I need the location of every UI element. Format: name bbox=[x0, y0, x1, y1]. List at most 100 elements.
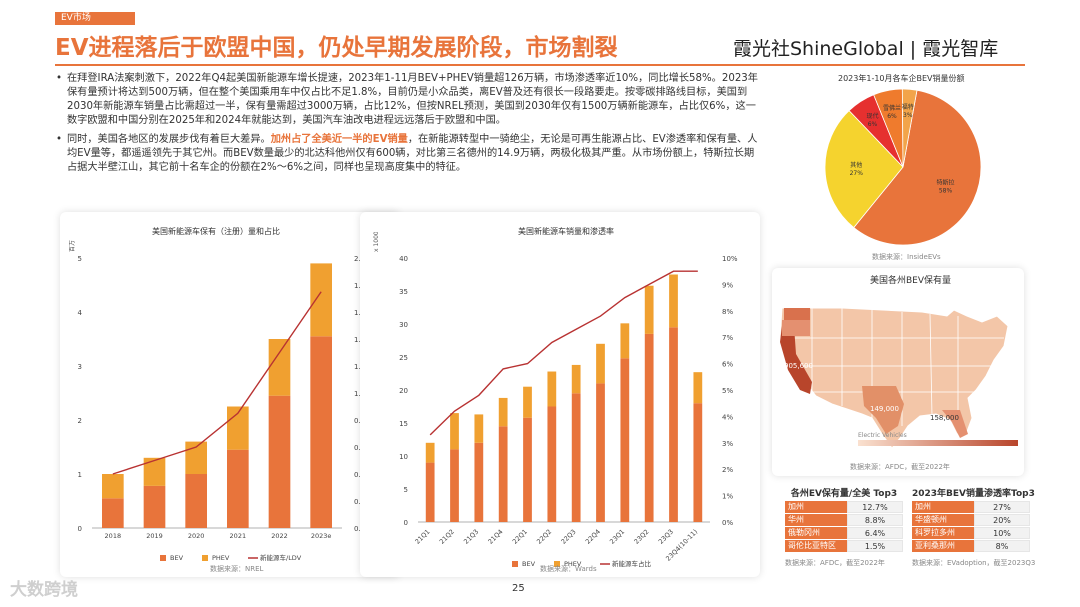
y-tick-label: 1 bbox=[78, 471, 82, 479]
bar-bev bbox=[571, 393, 581, 522]
table-row: 科罗拉多州 10% bbox=[912, 527, 1032, 539]
y2-tick-label: 0% bbox=[722, 519, 733, 527]
bar-phev bbox=[268, 339, 291, 396]
bar-phev bbox=[693, 372, 703, 404]
x-tick-label: 23Q1 bbox=[608, 528, 626, 546]
pie-source: 数据来源：InsideEVs bbox=[872, 253, 941, 261]
x-tick-label: 21Q3 bbox=[462, 528, 480, 546]
bar-phev bbox=[474, 414, 484, 443]
y2-tick-label: 6% bbox=[722, 361, 733, 369]
table-row: 哥伦比亚特区 1.5% bbox=[785, 540, 903, 552]
bar-bev bbox=[425, 462, 435, 522]
bullet-2-highlight: 加州占了全美近一半的EV销量 bbox=[270, 134, 408, 145]
bar-phev bbox=[310, 263, 332, 337]
x-tick-label: 23Q2 bbox=[633, 528, 651, 546]
bar-bev bbox=[644, 333, 654, 522]
bar-phev bbox=[547, 371, 557, 407]
y-axis-unit: 百万 bbox=[69, 240, 76, 252]
bar-bev bbox=[523, 417, 532, 522]
legend-label: 新能源车占比 bbox=[612, 559, 652, 568]
bar-phev bbox=[571, 364, 581, 394]
table-title: 2023年BEV销量渗透率Top3 bbox=[912, 489, 1035, 499]
y2-tick-label: 10% bbox=[722, 255, 738, 263]
section-tag: EV市场 bbox=[55, 12, 135, 25]
legend-label: BEV bbox=[522, 560, 536, 568]
series-line-penetration bbox=[112, 291, 322, 475]
legend-swatch bbox=[512, 561, 518, 567]
bar-bev bbox=[268, 395, 291, 528]
table-title: 各州EV保有量/全美 Top3 bbox=[790, 489, 898, 499]
fleet-chart: 百万0123450.0%0.2%0.4%0.6%0.8%1.0%1.2%1.4%… bbox=[69, 240, 372, 562]
map-source: 数据来源：AFDC，截至2022年 bbox=[850, 463, 950, 471]
x-tick-label: 22Q2 bbox=[535, 528, 553, 546]
y2-tick-label: 5% bbox=[722, 387, 733, 395]
y-tick-label: 40 bbox=[399, 255, 408, 263]
pie-slice-percent: 27% bbox=[850, 170, 864, 177]
map-title: 美国各州BEV保有量 bbox=[870, 276, 952, 286]
bar-phev bbox=[596, 343, 605, 384]
table-row: 华州 8.8% bbox=[785, 514, 903, 526]
bar-bev bbox=[669, 327, 678, 522]
sales-chart: x 10000 0 5 10 15 20 25 30 35 40 0% 1% 2% 3% 4% 5% 6% 7% 8… bbox=[373, 232, 738, 568]
legend-label: BEV bbox=[170, 554, 184, 562]
body-text: 在拜登IRA法案刺激下，2022年Q4起美国新能源车增长提速，2023年1-11… bbox=[55, 72, 760, 180]
y-tick-label: 2 bbox=[78, 417, 82, 425]
bar-bev bbox=[143, 485, 166, 528]
bullet-1: 在拜登IRA法案刺激下，2022年Q4起美国新能源车增长提速，2023年1-11… bbox=[55, 72, 760, 128]
bar-bev bbox=[102, 498, 124, 528]
bar-bev bbox=[450, 449, 459, 522]
legend-swatch bbox=[202, 555, 208, 561]
bar-bev bbox=[620, 358, 630, 522]
y2-tick-label: 3% bbox=[722, 440, 733, 448]
map-legend-bar bbox=[858, 440, 1018, 446]
pie-slice bbox=[824, 110, 904, 229]
bar-phev bbox=[669, 274, 678, 328]
y-tick-label: 4 bbox=[78, 309, 83, 317]
map-label-ca: 905,600 bbox=[784, 362, 813, 370]
x-tick-label: 2023e bbox=[311, 532, 332, 540]
bar-phev bbox=[644, 285, 654, 334]
chart-panel-sales-box: 美国新能源车销量和渗透率 x 10000 0 5 10 15 20 25 30 35 40 0% 1%… bbox=[360, 212, 760, 577]
y2-tick-label: 8% bbox=[722, 308, 733, 316]
watermark-logo: 大数跨境 bbox=[10, 580, 78, 600]
bullet-2-pre: 同时，美国各地区的发展步伐有着巨大差异。 bbox=[67, 134, 271, 145]
oregon bbox=[782, 320, 810, 336]
x-tick-label: 2021 bbox=[230, 532, 247, 540]
page-title: EV进程落后于欧盟中国，仍处早期发展阶段，市场割裂 bbox=[55, 35, 618, 61]
bar-phev bbox=[450, 413, 459, 450]
bar-phev bbox=[102, 474, 124, 499]
map-label-tx: 149,000 bbox=[870, 405, 899, 413]
pie-slice-label: 福特 bbox=[902, 103, 914, 111]
pie-slice-percent: 3% bbox=[903, 112, 913, 119]
table-source: 数据来源：AFDC，截至2022年 bbox=[785, 559, 885, 567]
y2-tick-label: 2% bbox=[722, 466, 733, 474]
y-axis-unit: x 10000 bbox=[373, 232, 380, 252]
bar-phev bbox=[143, 457, 166, 486]
y-tick-label: 25 bbox=[399, 354, 408, 362]
bar-phev bbox=[425, 442, 435, 463]
y-tick-label: 3 bbox=[78, 363, 82, 371]
bar-bev bbox=[310, 336, 332, 528]
y-tick-label: 0 bbox=[404, 519, 408, 527]
brand-logo: 霞光社ShineGlobal | 霞光智库 bbox=[733, 38, 999, 60]
map-legend-label: Electric Vehicles bbox=[858, 432, 907, 439]
x-tick-label: 21Q1 bbox=[414, 528, 432, 546]
legend-swatch bbox=[160, 555, 166, 561]
pie-slice-label: 其他 bbox=[850, 161, 862, 169]
y2-tick-label: 1% bbox=[722, 493, 733, 501]
bar-bev bbox=[547, 406, 557, 522]
title-rule bbox=[55, 64, 1025, 66]
y-tick-label: 10 bbox=[399, 453, 408, 461]
x-tick-label: 22Q4 bbox=[584, 528, 602, 546]
pie-slice-percent: 58% bbox=[939, 188, 953, 195]
texas bbox=[862, 386, 904, 434]
series-line-penetration bbox=[429, 270, 698, 436]
bar-bev bbox=[693, 403, 703, 522]
us-map: 905,600 149,000 158,000 bbox=[779, 307, 1009, 449]
chart-source: 数据来源：Wards bbox=[540, 565, 597, 573]
legend-label: 新能源车/LDV bbox=[260, 553, 302, 562]
y-tick-label: 0 bbox=[78, 525, 82, 533]
y-tick-label: 15 bbox=[399, 420, 408, 428]
y-tick-label: 30 bbox=[399, 321, 408, 329]
x-tick-label: 2022 bbox=[271, 532, 288, 540]
